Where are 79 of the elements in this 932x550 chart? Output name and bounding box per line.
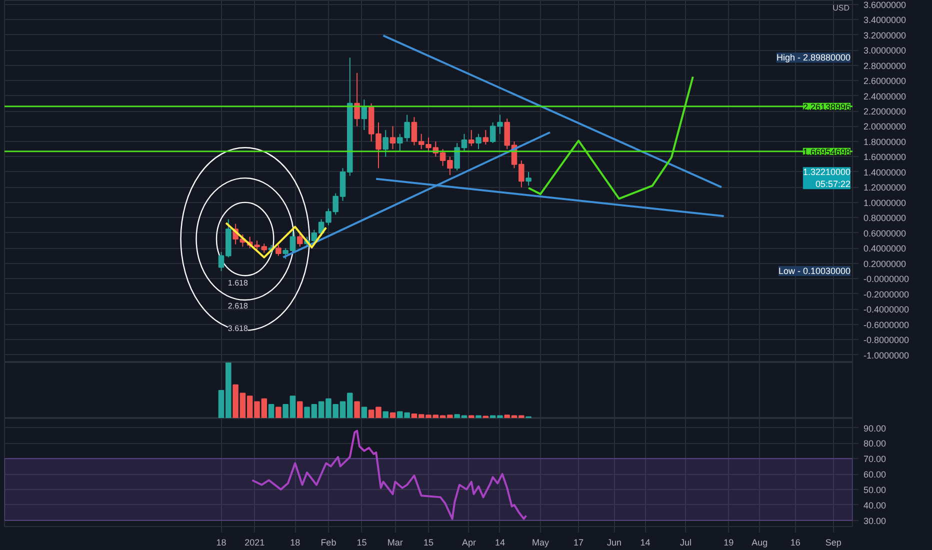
x-tick-label: 14 bbox=[494, 538, 505, 548]
annotation: 3.618 bbox=[228, 324, 248, 334]
y-tick-label: 0.6000000 bbox=[864, 228, 906, 238]
annotation: 2.618 bbox=[228, 301, 248, 310]
y-tick-label: 50.00 bbox=[864, 484, 886, 495]
y-tick-label: 90.00 bbox=[864, 423, 886, 434]
y-axis-title: USD bbox=[832, 4, 850, 12]
y-tick-label: 80.00 bbox=[864, 438, 886, 449]
x-tick-label: Sep bbox=[825, 538, 842, 548]
y-tick-label: 70.00 bbox=[864, 454, 886, 464]
y-tick-label: 2.4000000 bbox=[864, 91, 906, 102]
x-tick-label: 17 bbox=[574, 538, 584, 548]
y-tick-label: 1.4000000 bbox=[864, 167, 906, 178]
annotation: High - 2.89880000 bbox=[776, 52, 851, 63]
x-tick-label: 15 bbox=[423, 538, 434, 548]
y-tick-label: 3.4000000 bbox=[864, 15, 906, 26]
y-tick-label: 0.2000000 bbox=[864, 258, 906, 269]
line-series bbox=[225, 222, 328, 258]
bar bbox=[361, 406, 368, 418]
x-tick-label: 2021 bbox=[244, 538, 265, 548]
bar bbox=[354, 401, 360, 418]
bar bbox=[296, 401, 303, 418]
ref-line-label: 1.66954698 bbox=[802, 146, 851, 157]
bar bbox=[390, 412, 396, 418]
bar bbox=[268, 404, 274, 418]
bar bbox=[276, 406, 282, 418]
y-tick-label: 1.8000000 bbox=[864, 136, 906, 147]
candlestick bbox=[354, 72, 360, 127]
y-tick-label: 1.0000000 bbox=[864, 198, 906, 208]
y-tick-label: -0.2000000 bbox=[864, 289, 910, 300]
x-tick-label: 14 bbox=[640, 538, 650, 548]
annotation: Low - 0.10030000 bbox=[778, 266, 851, 276]
x-tick-label: Jul bbox=[680, 538, 692, 548]
y-tick-label: -0.8000000 bbox=[864, 335, 910, 346]
candlestick bbox=[468, 130, 474, 147]
y-tick-label: 2.8000000 bbox=[864, 60, 906, 71]
y-tick-label: 0.4000000 bbox=[864, 244, 906, 254]
y-tick-label: 1.6000000 bbox=[864, 152, 906, 162]
x-tick-label: Apr bbox=[462, 538, 476, 548]
y-tick-label: 3.6000000 bbox=[864, 0, 906, 10]
candlestick bbox=[296, 232, 303, 248]
candlestick bbox=[390, 126, 396, 150]
y-tick-label: 2.0000000 bbox=[864, 122, 906, 132]
y-tick-label: 40.00 bbox=[864, 500, 886, 510]
y-tick-label: 0.8000000 bbox=[864, 213, 906, 224]
candlestick bbox=[526, 171, 532, 186]
y-tick-label: 3.2000000 bbox=[864, 30, 906, 40]
y-tick-label: 30.00 bbox=[864, 516, 886, 526]
annotation: 1.618 bbox=[228, 278, 248, 288]
y-tick-label: -0.4000000 bbox=[864, 304, 910, 315]
y-tick-label: 3.0000000 bbox=[864, 46, 906, 56]
x-tick-label: 18 bbox=[290, 538, 300, 548]
y-tick-label: 60.00 bbox=[864, 470, 886, 480]
x-tick-label: Aug bbox=[752, 538, 768, 548]
line-series bbox=[251, 430, 528, 520]
candlestick bbox=[476, 133, 482, 150]
candlestick bbox=[276, 244, 282, 256]
ref-line-label: 2.26138996 bbox=[802, 102, 851, 112]
x-tick-label: 19 bbox=[724, 538, 734, 548]
y-tick-label: 2.2000000 bbox=[864, 106, 906, 117]
candlestick bbox=[382, 130, 389, 158]
candlestick bbox=[482, 130, 489, 146]
annotation: 1.32210000 05:57:22 bbox=[802, 167, 851, 190]
x-tick-label: 16 bbox=[790, 538, 800, 548]
x-tick-label: 18 bbox=[216, 538, 226, 548]
x-tick-label: Mar bbox=[387, 538, 403, 548]
x-tick-label: Jun bbox=[607, 538, 622, 548]
x-tick-label: 15 bbox=[356, 538, 367, 548]
y-tick-label: -0.6000000 bbox=[864, 320, 910, 330]
bar bbox=[382, 411, 389, 418]
y-tick-label: -0.0000000 bbox=[864, 274, 910, 284]
y-tick-label: 1.2000000 bbox=[864, 182, 906, 193]
y-tick-label: 2.6000000 bbox=[864, 76, 906, 86]
y-tick-label: -1.0000000 bbox=[864, 350, 910, 360]
x-tick-label: May bbox=[532, 538, 550, 548]
bar bbox=[468, 415, 474, 418]
x-tick-label: Feb bbox=[320, 538, 336, 548]
bar bbox=[476, 415, 482, 418]
candlestick bbox=[361, 99, 368, 131]
